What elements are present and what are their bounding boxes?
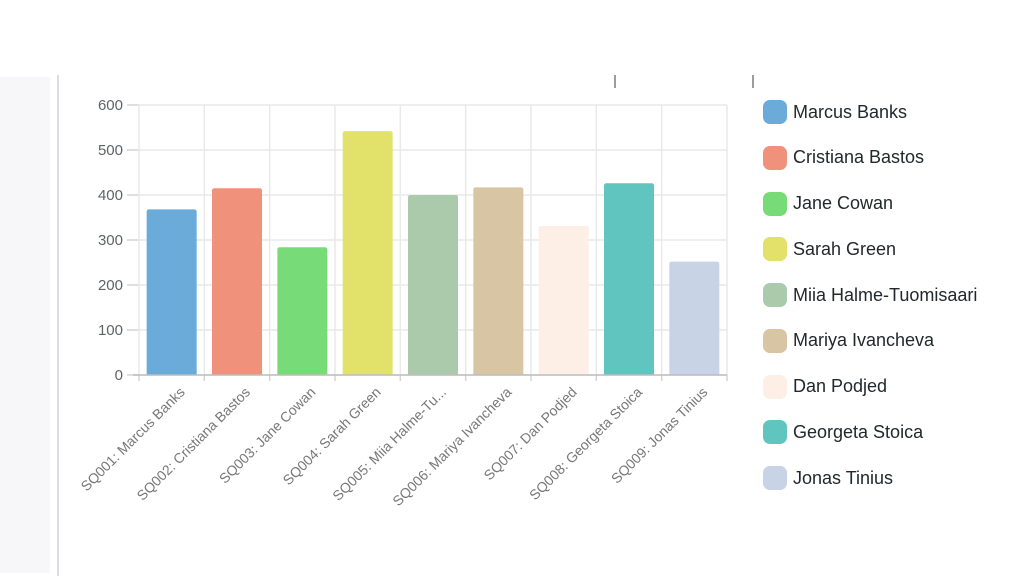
- legend-item[interactable]: Mariya Ivancheva: [763, 328, 977, 353]
- bar[interactable]: [538, 226, 589, 375]
- top-tick-marker-left: [614, 75, 616, 88]
- legend-swatch-icon: [763, 466, 787, 490]
- legend-item[interactable]: Cristiana Bastos: [763, 145, 977, 170]
- legend-swatch-icon: [763, 237, 787, 262]
- chart-legend: Marcus Banks Cristiana Bastos Jane Cowan Sa…: [763, 100, 977, 512]
- legend-swatch-icon: [763, 100, 787, 124]
- bar[interactable]: [277, 247, 328, 375]
- legend-item[interactable]: Dan Podjed: [763, 374, 977, 399]
- legend-swatch-icon: [763, 328, 787, 353]
- y-axis-tick-label: 600: [98, 97, 123, 114]
- x-axis-category-label: SQ002: Cristiana Bastos: [133, 384, 253, 504]
- legend-swatch-icon: [763, 283, 787, 307]
- legend-item[interactable]: Miia Halme-Tuomisaari: [763, 283, 977, 307]
- legend-label: Miia Halme-Tuomisaari: [793, 284, 978, 305]
- y-axis-tick-label: 0: [115, 367, 123, 384]
- y-axis-tick-label: 500: [98, 142, 123, 159]
- y-axis-tick-label: 300: [98, 232, 123, 249]
- x-axis-category-label: SQ001: Marcus Banks: [77, 384, 187, 494]
- y-axis-tick-label: 200: [98, 277, 123, 294]
- legend-label: Dan Podjed: [793, 376, 888, 396]
- x-axis-category-label: SQ005: Miia Halme-Tu...: [329, 384, 449, 504]
- sidebar-panel: [0, 77, 50, 573]
- legend-item[interactable]: Jonas Tinius: [763, 466, 977, 490]
- y-axis-tick-label: 400: [98, 187, 123, 204]
- legend-item[interactable]: Sarah Green: [763, 237, 977, 262]
- legend-label: Marcus Banks: [793, 101, 908, 122]
- bar[interactable]: [408, 195, 458, 375]
- bar[interactable]: [473, 187, 524, 375]
- y-axis-tick-label: 100: [98, 322, 123, 339]
- legend-label: Jane Cowan: [793, 193, 894, 213]
- top-tick-marker-right: [752, 75, 754, 88]
- sidebar-divider: [57, 75, 59, 576]
- legend-item[interactable]: Jane Cowan: [763, 191, 977, 216]
- bar[interactable]: [669, 261, 720, 375]
- legend-label: Sarah Green: [793, 238, 897, 259]
- legend-label: Georgeta Stoica: [793, 421, 924, 442]
- legend-swatch-icon: [763, 374, 787, 399]
- legend-item[interactable]: Georgeta Stoica: [763, 420, 977, 445]
- legend-item[interactable]: Marcus Banks: [763, 100, 977, 124]
- legend-swatch-icon: [763, 191, 787, 216]
- x-axis-category-label: SQ006: Mariya Ivancheva: [389, 384, 514, 509]
- bar[interactable]: [212, 188, 262, 375]
- bar[interactable]: [146, 209, 197, 375]
- legend-label: Cristiana Bastos: [793, 147, 925, 168]
- legend-label: Jonas Tinius: [793, 467, 894, 488]
- x-axis-category-label: SQ008: Georgeta Stoica: [526, 384, 645, 503]
- legend-label: Mariya Ivancheva: [793, 330, 935, 351]
- legend-swatch-icon: [763, 145, 787, 170]
- legend-swatch-icon: [763, 420, 787, 445]
- bar[interactable]: [342, 131, 393, 375]
- bar[interactable]: [604, 183, 654, 375]
